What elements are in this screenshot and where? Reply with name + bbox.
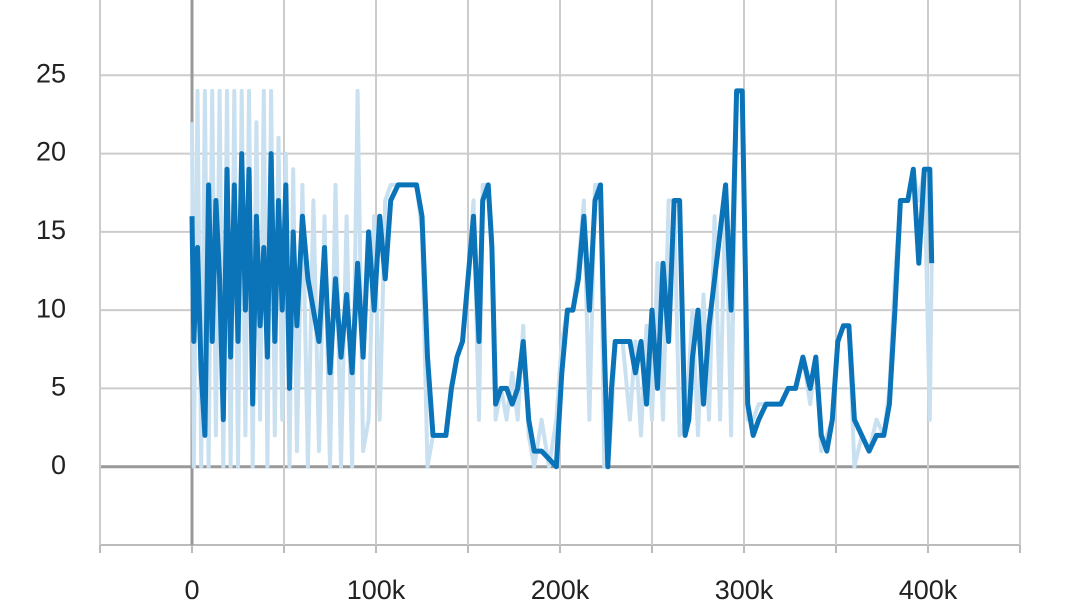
y-tick-label: 15 [36, 215, 66, 245]
y-tick-label: 0 [51, 450, 66, 480]
y-tick-label: 10 [36, 293, 66, 323]
y-tick-label: 5 [51, 372, 66, 402]
y-tick-label: 25 [36, 58, 66, 88]
x-tick-label: 400k [899, 575, 958, 605]
x-tick-label: 100k [347, 575, 406, 605]
x-tick-label: 200k [531, 575, 590, 605]
smoothed-line [189, 88, 935, 470]
x-tick-label: 300k [715, 575, 774, 605]
y-tick-label: 20 [36, 137, 66, 167]
x-tick-label: 0 [184, 575, 199, 605]
